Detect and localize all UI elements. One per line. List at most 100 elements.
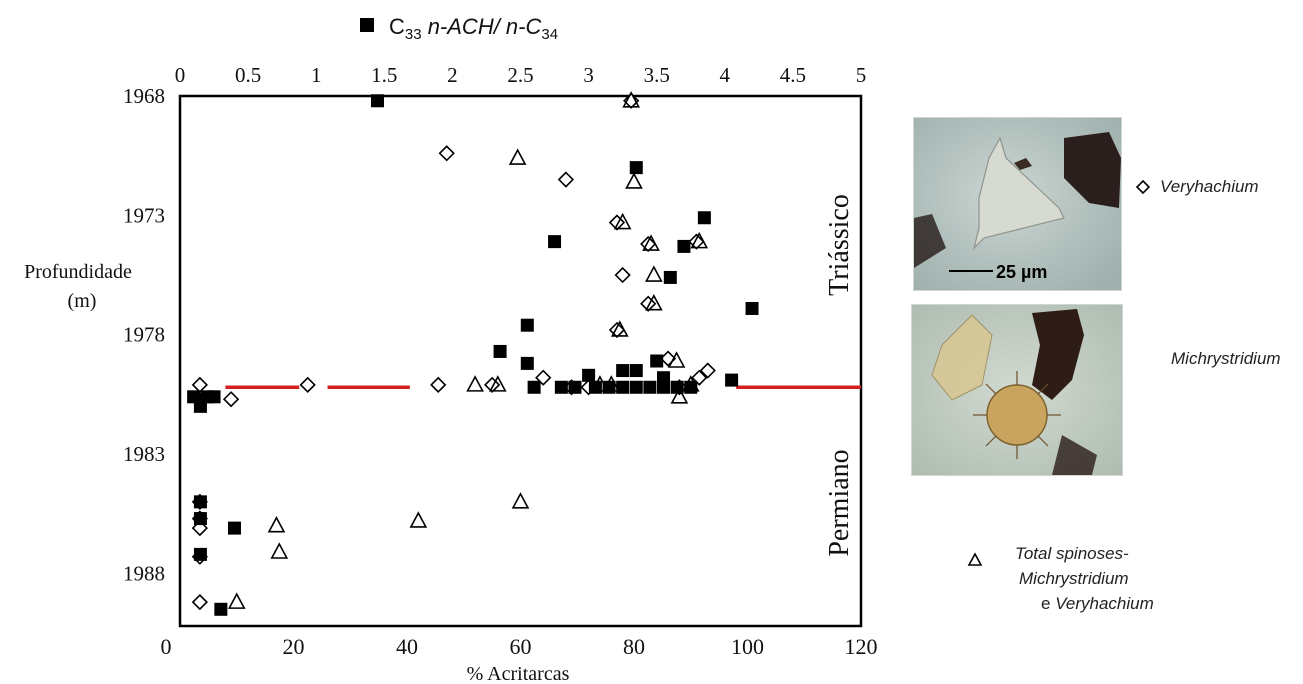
plot-frame xyxy=(178,94,863,628)
data-point-square xyxy=(214,602,228,616)
data-point-square xyxy=(643,380,657,394)
x-axis-tick-label: 120 xyxy=(845,634,878,659)
top-axis-tick-label: 0 xyxy=(175,63,186,87)
top-axis-title: C33 n-ACH/ n-C34 xyxy=(360,14,558,43)
data-point-triangle xyxy=(267,516,286,533)
legend-total-line3-pre: e xyxy=(1041,594,1056,613)
top-axis-tick-label: 4.5 xyxy=(780,63,806,87)
data-point-triangle xyxy=(270,542,289,559)
data-point-diamond xyxy=(299,376,316,394)
data-point-square xyxy=(745,301,759,315)
data-point-diamond xyxy=(222,391,240,408)
data-point-triangle xyxy=(625,172,643,189)
data-point-square xyxy=(650,354,664,368)
top-axis-tick-label: 3 xyxy=(583,63,594,87)
data-point-square xyxy=(193,495,207,509)
x-axis-label: % Acritarcas xyxy=(467,663,570,684)
data-point-triangle xyxy=(670,387,689,404)
data-point-diamond xyxy=(191,593,208,611)
legend-veryhachium-label: Veryhachium xyxy=(1160,177,1259,196)
x-axis-tick-label: 60 xyxy=(510,634,532,659)
data-point-triangle xyxy=(645,265,663,282)
y-axis-label-line1: Profundidade xyxy=(24,261,132,283)
data-point-diamond xyxy=(430,376,447,394)
scale-bar xyxy=(949,270,993,272)
data-point-triangle xyxy=(409,511,428,528)
data-point-diamond xyxy=(438,145,455,162)
y-axis-tick-label: 1988 xyxy=(123,561,165,585)
legend-total-line2: Michrystridium xyxy=(1019,569,1129,588)
data-point-square xyxy=(725,373,739,387)
veryhachium-micrograph: 25 µm xyxy=(913,117,1122,291)
data-point-diamond xyxy=(608,321,626,339)
y-axis-label-line2: (m) xyxy=(68,290,97,312)
series-triangle xyxy=(227,91,709,609)
data-point-square xyxy=(616,380,630,394)
legend-michrystridium-label: Michrystridium xyxy=(1171,349,1281,368)
michrystridium-micrograph xyxy=(911,304,1123,476)
data-point-square xyxy=(520,356,534,370)
data-point-square xyxy=(629,161,643,175)
data-point-square xyxy=(193,399,207,413)
svg-text:C33 n-ACH/ n-C34: C33 n-ACH/ n-C34 xyxy=(389,14,558,43)
data-point-triangle xyxy=(610,320,629,337)
data-point-square xyxy=(527,380,541,394)
data-point-diamond xyxy=(659,350,677,367)
data-point-square xyxy=(677,239,691,253)
y-axis-tick-label: 1973 xyxy=(123,203,165,227)
data-point-square xyxy=(493,344,507,358)
data-point-square xyxy=(657,380,671,394)
data-point-triangle xyxy=(227,592,246,609)
top-axis-label-sub1: 33 xyxy=(405,26,422,43)
data-point-triangle xyxy=(645,294,663,311)
data-point-square xyxy=(227,521,241,535)
top-axis-legend-square xyxy=(360,18,374,32)
x-axis-tick-label: 20 xyxy=(283,634,305,659)
data-point-diamond xyxy=(623,92,640,109)
data-point-triangle xyxy=(690,231,709,249)
data-point-square xyxy=(697,211,711,225)
data-point-diamond xyxy=(699,362,716,379)
data-point-square xyxy=(568,380,582,394)
data-point-square xyxy=(588,380,602,394)
y-axis-tick-label: 1978 xyxy=(123,323,165,347)
legend-triangle-marker xyxy=(967,552,983,566)
data-point-square xyxy=(663,270,677,284)
data-point-triangle xyxy=(613,212,632,230)
data-point-triangle xyxy=(508,148,527,165)
data-point-triangle xyxy=(511,492,530,509)
data-point-triangle xyxy=(642,234,660,251)
series-square xyxy=(187,94,759,616)
data-point-square xyxy=(616,364,630,378)
legend-total-line3-italic: Veryhachium xyxy=(1055,594,1154,613)
data-point-square xyxy=(602,380,616,394)
legend-diamond-marker xyxy=(1135,179,1151,195)
top-axis-tick-label: 1 xyxy=(311,63,322,87)
top-axis-tick-label: 3.5 xyxy=(644,63,670,87)
data-point-square xyxy=(554,380,568,394)
data-point-diamond xyxy=(191,376,208,394)
x-axis-tick-label: 100 xyxy=(731,634,764,659)
y-axis-tick-label: 1983 xyxy=(123,442,165,466)
data-point-diamond xyxy=(688,233,705,250)
data-point-diamond xyxy=(557,171,575,188)
period-label-triassic: Triássico xyxy=(824,194,855,296)
data-point-square xyxy=(548,235,562,249)
period-label-permian: Permiano xyxy=(824,449,855,556)
data-point-triangle xyxy=(488,375,507,392)
top-axis-tick-label: 2 xyxy=(447,63,458,87)
data-point-triangle xyxy=(466,375,484,392)
data-point-diamond xyxy=(640,295,657,312)
x-axis-tick-label: 40 xyxy=(396,634,418,659)
top-axis-tick-label: 0.5 xyxy=(235,63,261,87)
data-point-square xyxy=(193,512,207,526)
data-point-square xyxy=(629,364,643,378)
data-point-square xyxy=(193,547,207,561)
data-point-triangle xyxy=(622,91,640,108)
scale-label: 25 µm xyxy=(996,262,1048,282)
x-axis-origin-label: 0 xyxy=(161,634,172,659)
legend-total-line3: e Veryhachium xyxy=(1041,594,1154,614)
top-axis-tick-label: 4 xyxy=(720,63,731,87)
top-axis-tick-label: 2.5 xyxy=(507,63,533,87)
